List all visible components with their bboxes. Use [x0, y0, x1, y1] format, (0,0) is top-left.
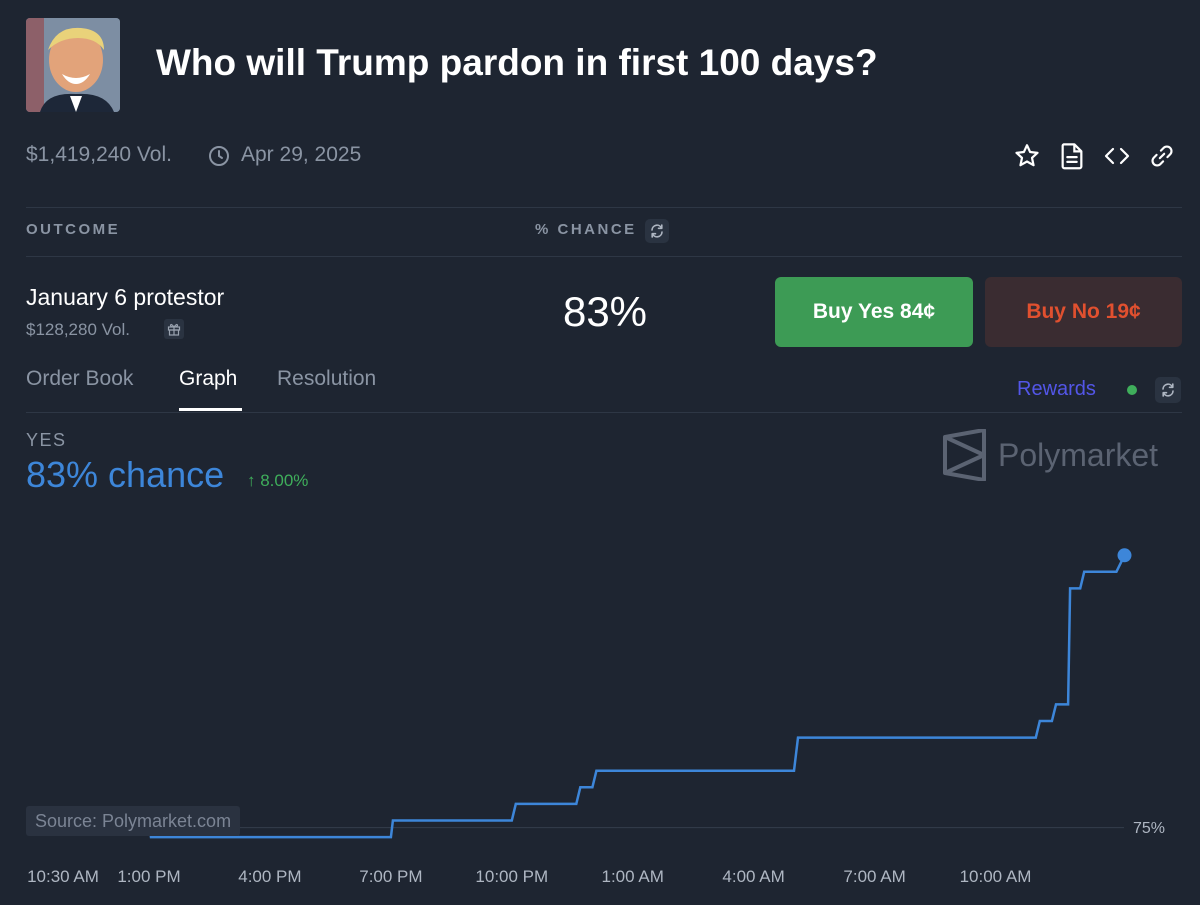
outcome-column-header: OUTCOME [26, 221, 121, 238]
polymarket-logo: Polymarket [942, 428, 1182, 482]
graph-change: ↑ 8.00% [247, 471, 309, 490]
star-icon[interactable] [1011, 140, 1043, 172]
chance-column-header: % CHANCE [535, 221, 637, 238]
x-tick-label: 7:00 AM [843, 867, 905, 886]
x-tick-label: 1:00 AM [602, 867, 664, 886]
market-avatar [26, 18, 120, 112]
x-tick-label: 4:00 AM [722, 867, 784, 886]
x-tick-label: 1:00 PM [117, 867, 180, 886]
clock-icon [208, 145, 230, 167]
outcome-name: January 6 protestor [26, 284, 225, 310]
tabs-divider [26, 412, 1182, 413]
embed-code-icon[interactable] [1101, 140, 1133, 172]
tab-order-book[interactable]: Order Book [26, 367, 134, 390]
buy-yes-button[interactable]: Buy Yes 84¢ [775, 277, 973, 347]
rewards-link[interactable]: Rewards [1017, 378, 1096, 400]
polymarket-logo-icon [943, 429, 986, 481]
rewards-status-dot [1127, 385, 1137, 395]
x-tick-label: 10:00 AM [960, 867, 1032, 886]
x-tick-label: 7:00 PM [359, 867, 422, 886]
current-value-point [1117, 548, 1132, 563]
refresh-icon[interactable] [645, 219, 669, 243]
header-divider [26, 207, 1182, 208]
link-icon[interactable] [1146, 140, 1178, 172]
buy-no-button[interactable]: Buy No 19¢ [985, 277, 1182, 347]
tab-resolution[interactable]: Resolution [277, 367, 377, 390]
graph-chance: 83% chance [26, 454, 225, 495]
active-tab-indicator [179, 408, 242, 411]
market-volume: $1,419,240 Vol. [26, 143, 172, 166]
y-tick-label: 75% [1133, 820, 1165, 837]
x-tick-label: 10:30 AM [27, 867, 99, 886]
outcome-volume: $128,280 Vol. [26, 320, 130, 339]
end-date: Apr 29, 2025 [241, 143, 362, 166]
source-label: Source: Polymarket.com [26, 806, 241, 836]
page-title: Who will Trump pardon in first 100 days? [156, 42, 878, 83]
graph-refresh-icon[interactable] [1155, 377, 1181, 403]
outcome-chance: 83% [562, 288, 648, 335]
polymarket-wordmark: Polymarket [998, 436, 1159, 473]
x-tick-label: 10:00 PM [475, 867, 548, 886]
tab-graph[interactable]: Graph [179, 367, 238, 390]
series-line-yes [26, 554, 1126, 839]
gift-icon[interactable] [164, 319, 184, 339]
document-icon[interactable] [1056, 140, 1088, 172]
probability-chart: 10:30 AM 1:00 PM 4:00 PM 7:00 PM 10:00 PM 1:0… [26, 548, 1165, 886]
x-tick-label: 4:00 PM [238, 867, 301, 886]
table-divider [26, 256, 1182, 257]
graph-side-label: YES [26, 430, 67, 450]
